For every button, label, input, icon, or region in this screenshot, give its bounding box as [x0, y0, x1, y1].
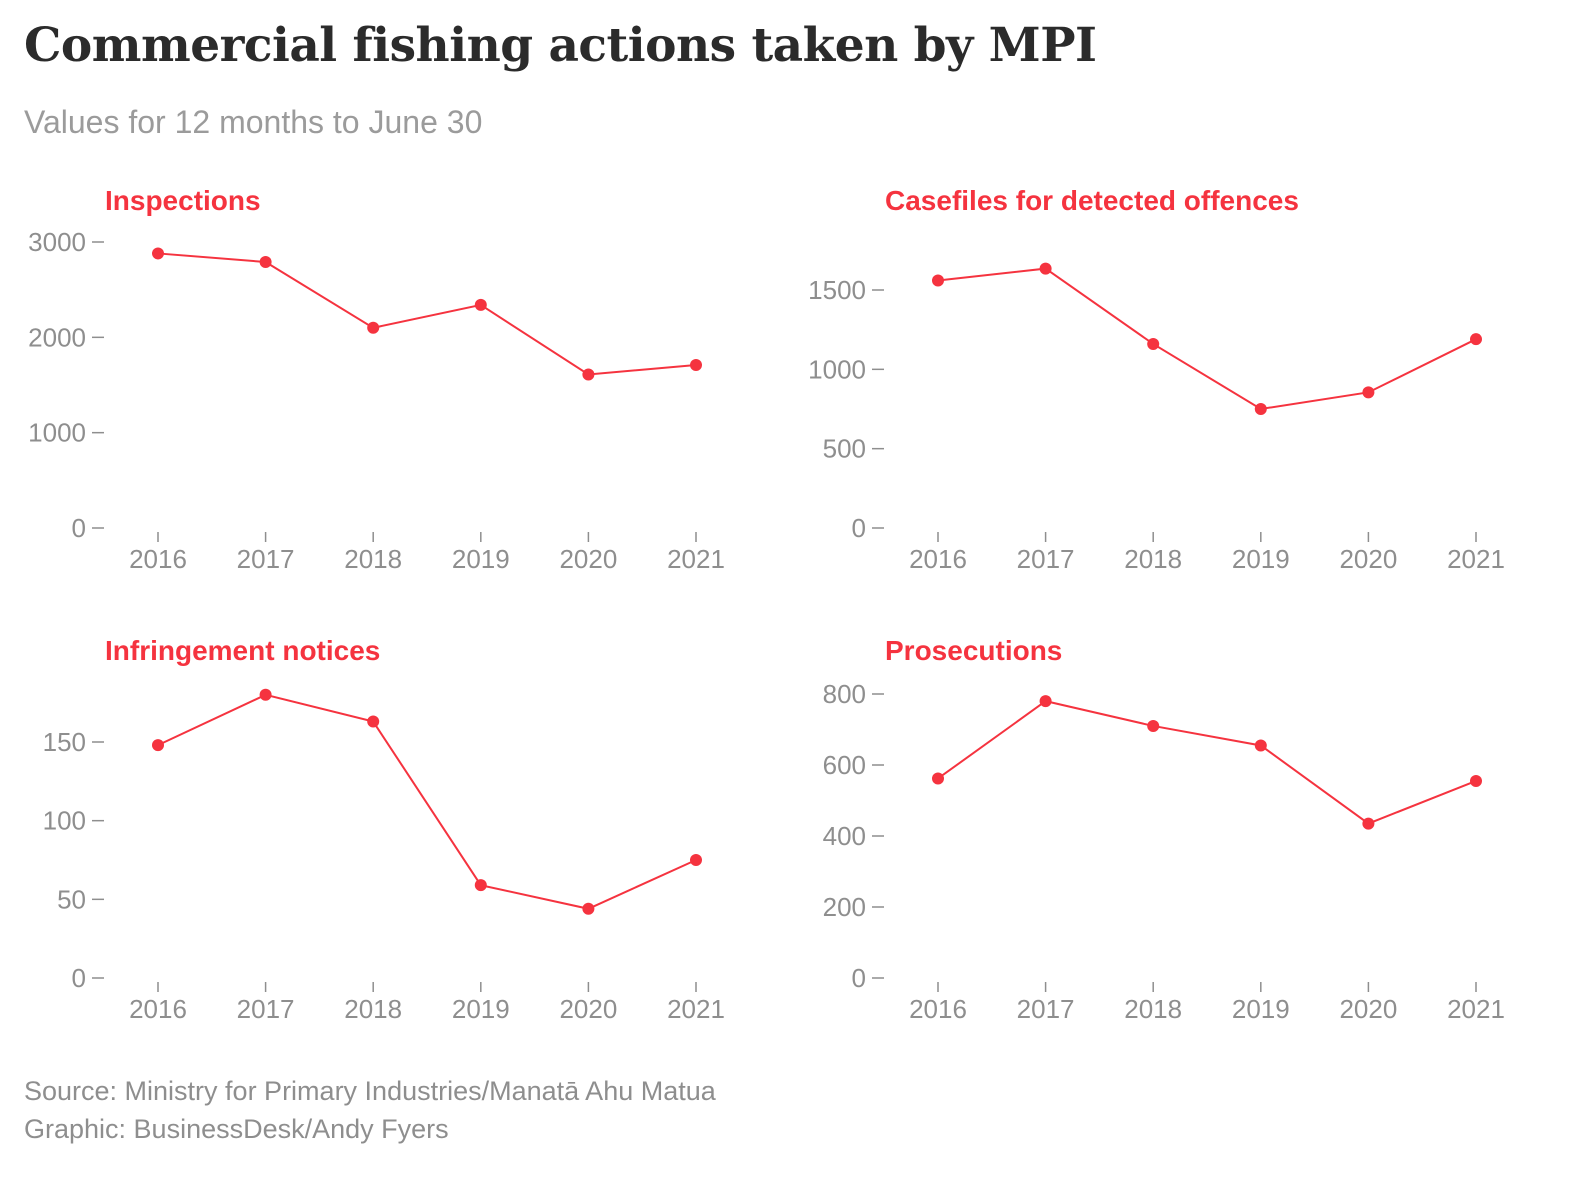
x-tick-label: 2017	[1017, 994, 1075, 1024]
data-point	[932, 274, 944, 287]
data-point	[582, 902, 595, 915]
x-tick-label: 2020	[559, 994, 617, 1024]
x-tick-label: 2018	[1124, 544, 1182, 574]
x-tick-label: 2021	[667, 544, 725, 574]
y-tick-label: 0	[72, 513, 86, 543]
chart-subtitle: Values for 12 months to June 30	[24, 104, 483, 140]
x-tick-label: 2017	[237, 544, 295, 574]
x-tick-label: 2019	[452, 544, 510, 574]
data-point	[932, 772, 944, 785]
x-tick-label: 2018	[1124, 994, 1182, 1024]
y-tick-label: 1000	[808, 354, 866, 384]
x-tick-label: 2019	[1232, 544, 1290, 574]
y-tick-label: 2000	[28, 322, 86, 352]
data-point	[1147, 719, 1160, 732]
y-tick-label: 200	[823, 892, 866, 922]
prosecutions-chart: Prosecutions 0 200 400 600 800 2016 2017 2018 201…	[823, 635, 1505, 1024]
x-tick-label: 2021	[667, 994, 725, 1024]
data-point	[259, 256, 272, 269]
y-tick-label: 800	[823, 679, 866, 709]
footer: Source: Ministry for Primary Industries/…	[24, 1072, 716, 1148]
data-point	[690, 358, 702, 371]
series-line	[937, 267, 1477, 411]
x-tick-label: 2020	[1339, 994, 1397, 1024]
data-point	[1470, 333, 1482, 346]
y-tick-label: 500	[823, 434, 866, 464]
data-point	[582, 368, 595, 381]
panel-title: Inspections	[105, 185, 261, 216]
x-tick-label: 2017	[1017, 544, 1075, 574]
y-tick-label: 0	[852, 513, 866, 543]
y-tick-label: 400	[823, 821, 866, 851]
data-point	[1470, 774, 1482, 787]
x-tick-label: 2016	[129, 544, 187, 574]
panel-title: Casefiles for detected offences	[885, 185, 1299, 216]
series-line	[937, 700, 1477, 825]
y-tick-label: 50	[57, 884, 86, 914]
x-tick-label: 2020	[1339, 544, 1397, 574]
data-point	[367, 321, 380, 334]
data-point	[474, 879, 487, 892]
data-point	[1254, 739, 1267, 752]
data-point	[690, 854, 702, 866]
data-point	[259, 688, 272, 701]
casefiles-chart: Casefiles for detected offences 0 500 1000 1…	[808, 185, 1505, 574]
data-point	[152, 739, 164, 752]
x-tick-label: 2017	[237, 994, 295, 1024]
x-tick-label: 2018	[344, 994, 402, 1024]
x-tick-label: 2018	[344, 544, 402, 574]
y-tick-label: 100	[43, 806, 86, 836]
inspections-chart: Inspections 0 1000 2000 3000 2016 2017 2018 2019…	[28, 185, 725, 574]
data-point	[367, 715, 380, 728]
data-point	[474, 298, 487, 311]
y-tick-label: 1000	[28, 418, 86, 448]
data-point	[1362, 817, 1375, 830]
x-tick-label: 2021	[1447, 994, 1505, 1024]
x-tick-label: 2016	[909, 994, 967, 1024]
data-point	[1039, 695, 1052, 708]
data-point	[152, 247, 164, 260]
y-tick-label: 600	[823, 750, 866, 780]
chart-title: Commercial fishing actions taken by MPI	[24, 18, 1097, 73]
x-tick-label: 2021	[1447, 544, 1505, 574]
series-line	[157, 693, 697, 910]
y-tick-label: 0	[72, 963, 86, 993]
x-tick-label: 2019	[452, 994, 510, 1024]
x-tick-label: 2016	[129, 994, 187, 1024]
data-point	[1362, 386, 1375, 399]
x-tick-label: 2020	[559, 544, 617, 574]
y-tick-label: 150	[43, 727, 86, 757]
series-line	[157, 252, 697, 376]
panel-title: Infringement notices	[105, 635, 380, 666]
source-note: Source: Ministry for Primary Industries/…	[24, 1076, 716, 1106]
y-tick-label: 3000	[28, 227, 86, 257]
y-tick-label: 1500	[808, 275, 866, 305]
y-tick-label: 0	[852, 963, 866, 993]
graphic-credit: Graphic: BusinessDesk/Andy Fyers	[24, 1114, 449, 1144]
x-tick-label: 2019	[1232, 994, 1290, 1024]
data-point	[1039, 262, 1052, 275]
data-point	[1254, 403, 1267, 415]
data-point	[1147, 337, 1160, 350]
x-tick-label: 2016	[909, 544, 967, 574]
infringement-notices-chart: Infringement notices 0 50 100 150 2016 2017 201…	[43, 635, 725, 1024]
panel-title: Prosecutions	[885, 635, 1062, 666]
